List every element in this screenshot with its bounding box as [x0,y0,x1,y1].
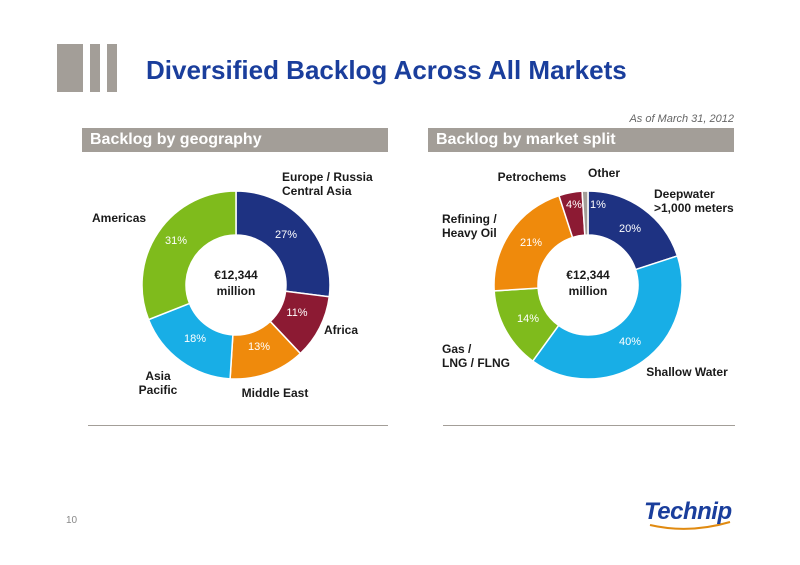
chart1-center-label: €12,344 million [566,268,610,298]
chart1-slice-1 [531,255,683,380]
chart0-percent-label-0: 27% [275,229,297,241]
chart1-category-label-3: Refining / Heavy Oil [442,212,497,240]
page-title: Diversified Backlog Across All Markets [146,55,627,85]
title-decoration-bars [57,44,117,92]
chart0-slice-0 [235,190,331,298]
chart0-slice-4 [141,190,237,321]
chart0-percent-label-1: 11% [286,307,307,319]
logo-text: Technip [644,498,732,525]
chart1-percent-label-5: 1% [590,199,606,211]
chart1-percent-label-3: 21% [520,237,542,249]
chart1-category-label-4: Petrochems [498,170,567,184]
chart1-category-label-2: Gas / LNG / FLNG [442,342,510,370]
chart1-slice-5 [581,190,589,236]
technip-logo: Technip [644,498,734,530]
chart0-category-label-2: Middle East [242,386,309,400]
chart0-center-label: €12,344 million [214,268,258,298]
chart1-percent-label-1: 40% [619,336,641,348]
chart1-category-label-5: Other [588,166,620,180]
chart1-percent-label-2: 14% [517,313,539,325]
chart0-category-label-1: Africa [324,323,358,337]
chart1-percent-label-0: 20% [619,223,641,235]
chart1-category-label-0: Deepwater >1,000 meters [654,187,734,215]
chart0-percent-label-4: 31% [165,235,187,247]
right-divider [443,425,735,426]
chart1-category-label-1: Shallow Water [646,365,728,379]
chart0-percent-label-2: 13% [248,341,270,353]
as-of-date: As of March 31, 2012 [629,113,734,125]
geography-chart-header: Backlog by geography [82,128,388,152]
left-divider [88,425,388,426]
market-chart-header: Backlog by market split [428,128,734,152]
chart0-category-label-0: Europe / Russia Central Asia [282,170,373,198]
chart0-category-label-3: Asia Pacific [139,369,178,397]
chart0-category-label-4: Americas [92,211,146,225]
page-number: 10 [66,515,78,526]
chart0-percent-label-3: 18% [184,333,206,345]
chart1-percent-label-4: 4% [566,199,582,211]
